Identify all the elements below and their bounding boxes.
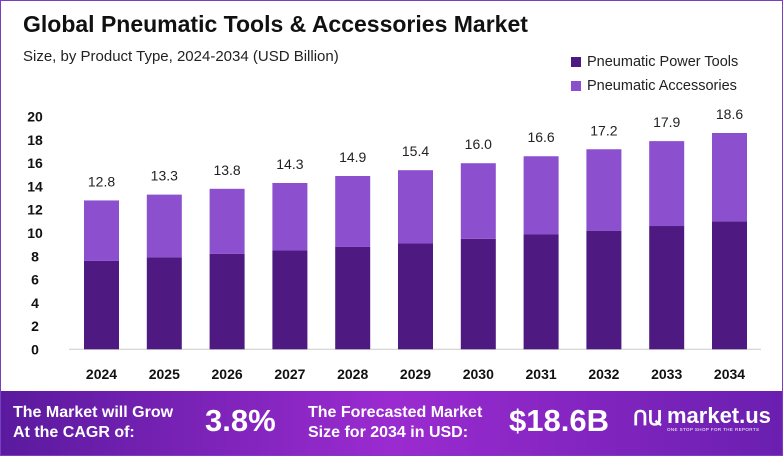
y-tick-label: 6 <box>31 272 39 288</box>
x-tick-label: 2029 <box>400 366 431 382</box>
bar-accessories <box>586 149 622 231</box>
total-label: 14.9 <box>339 149 366 165</box>
x-tick-label: 2024 <box>86 366 117 382</box>
logo-name: market.us <box>666 403 771 428</box>
x-tick-label: 2033 <box>651 366 682 382</box>
forecast-value: $18.6B <box>509 403 609 438</box>
bar-power-tools <box>586 230 622 350</box>
bar-accessories <box>712 132 747 222</box>
logo-mark-icon: ՈԱ <box>633 408 663 430</box>
bar-accessories <box>209 188 245 254</box>
total-label: 13.8 <box>213 162 240 178</box>
y-tick-label: 20 <box>27 109 43 125</box>
x-tick-label: 2028 <box>337 366 368 382</box>
y-tick-label: 8 <box>31 248 39 264</box>
x-tick-label: 2027 <box>274 366 305 382</box>
bar-chart: 0 2 4 6 8 10 12 14 16 18 20 12.8 2024 13.3 2025 13.8 202… <box>27 106 761 382</box>
bar-power-tools <box>209 253 245 350</box>
legend-swatch <box>571 81 581 91</box>
bar-accessories <box>84 200 119 261</box>
summary-banner: The Market will Grow At the CAGR of: 3.8… <box>1 391 782 455</box>
legend-label: Pneumatic Power Tools <box>587 54 739 70</box>
legend-item-accessories: Pneumatic Accessories <box>571 74 738 98</box>
bar-power-tools <box>272 250 308 350</box>
bar-power-tools <box>335 246 371 350</box>
x-tick-label: 2025 <box>149 366 180 382</box>
bar-power-tools <box>84 260 119 350</box>
legend-item-power-tools: Pneumatic Power Tools <box>571 50 738 74</box>
legend-swatch <box>571 57 581 67</box>
bar-accessories <box>146 194 182 258</box>
y-tick-label: 14 <box>27 178 43 194</box>
x-tick-label: 2032 <box>588 366 619 382</box>
y-tick-label: 16 <box>27 155 43 171</box>
x-tick-label: 2030 <box>463 366 494 382</box>
total-label: 13.3 <box>151 168 178 184</box>
total-label: 17.2 <box>590 122 617 138</box>
total-label: 17.9 <box>653 114 680 130</box>
y-tick-label: 2 <box>31 318 39 334</box>
total-label: 18.6 <box>716 106 743 122</box>
total-label: 12.8 <box>88 173 115 189</box>
bar-accessories <box>272 182 308 251</box>
bar-power-tools <box>649 226 685 350</box>
total-label: 14.3 <box>276 156 303 172</box>
y-tick-label: 10 <box>27 225 43 241</box>
market-us-logo: ՈԱ market.us ONE STOP SHOP FOR THE REPOR… <box>633 403 771 433</box>
bar-accessories <box>398 170 433 244</box>
legend-label: Pneumatic Accessories <box>587 78 737 94</box>
bar-power-tools <box>398 243 433 350</box>
x-tick-label: 2026 <box>212 366 243 382</box>
bar-accessories <box>649 141 685 227</box>
y-tick-label: 12 <box>27 202 43 218</box>
y-tick-label: 0 <box>31 341 39 357</box>
x-tick-label: 2031 <box>526 366 557 382</box>
cagr-value: 3.8% <box>205 403 276 438</box>
forecast-label: The Forecasted Market Size for 2034 in U… <box>308 404 483 441</box>
bar-power-tools <box>460 238 496 350</box>
chart-subtitle: Size, by Product Type, 2024-2034 (USD Bi… <box>23 48 339 65</box>
y-tick-label: 18 <box>27 132 43 148</box>
bar-power-tools <box>712 221 747 350</box>
y-tick-label: 4 <box>31 295 39 311</box>
bar-accessories <box>523 156 559 235</box>
bar-accessories <box>460 163 496 239</box>
total-label: 16.6 <box>527 129 554 145</box>
cagr-label: The Market will Grow At the CAGR of: <box>13 404 174 441</box>
bar-accessories <box>335 176 371 247</box>
x-tick-label: 2034 <box>714 366 745 382</box>
chart-title: Global Pneumatic Tools & Accessories Mar… <box>23 11 528 37</box>
legend: Pneumatic Power Tools Pneumatic Accessor… <box>571 50 738 98</box>
logo-tagline: ONE STOP SHOP FOR THE REPORTS <box>666 427 760 432</box>
bar-power-tools <box>146 257 182 350</box>
total-label: 16.0 <box>465 136 492 152</box>
total-label: 15.4 <box>402 143 429 159</box>
bar-power-tools <box>523 234 559 350</box>
